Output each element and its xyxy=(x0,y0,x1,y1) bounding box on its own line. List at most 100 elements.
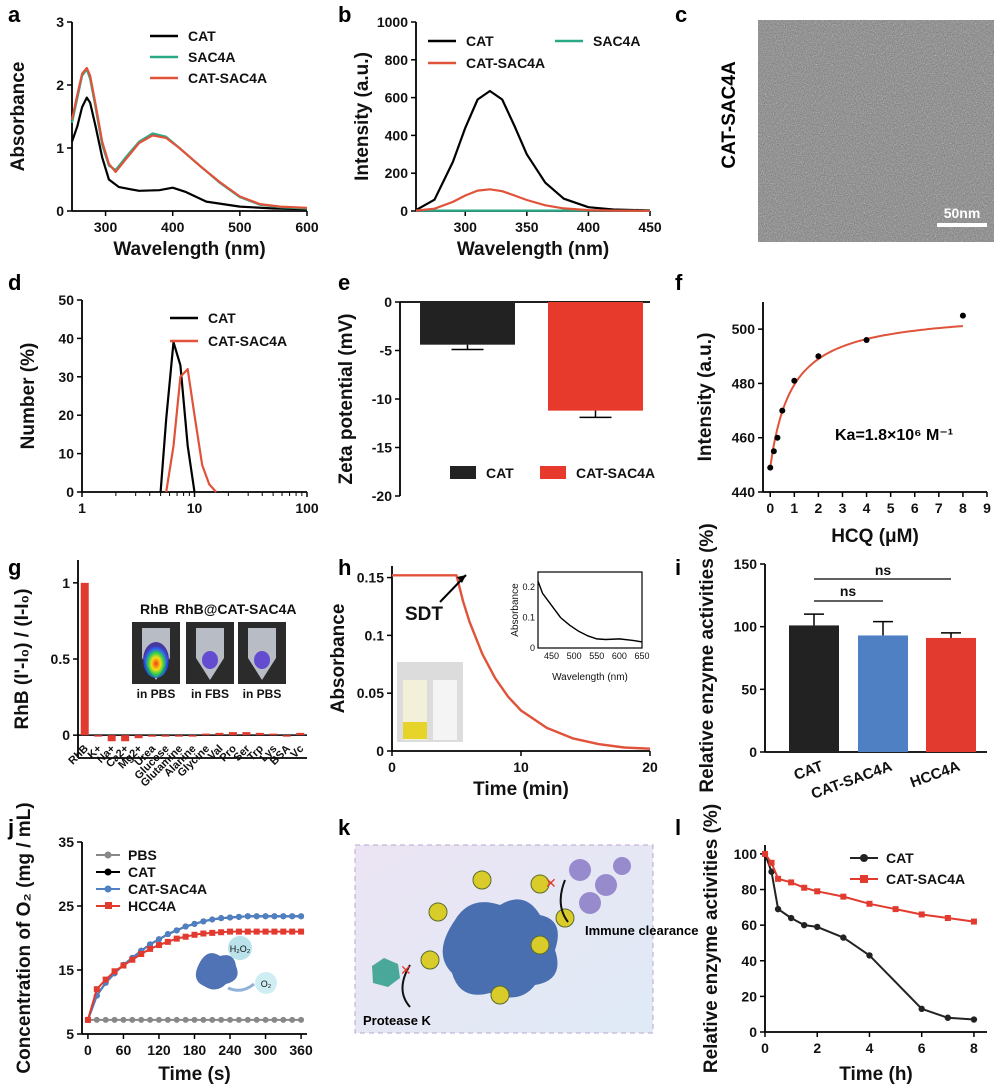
y-tick-label: 1 xyxy=(56,140,64,156)
y-tick-label: 0 xyxy=(400,203,408,219)
x-tick-label: 360 xyxy=(289,1042,313,1058)
series-line-0 xyxy=(415,89,651,212)
data-point xyxy=(959,312,966,319)
y-tick-label: 0 xyxy=(749,744,757,760)
marker xyxy=(200,930,207,937)
marker xyxy=(235,1016,242,1023)
marker xyxy=(102,976,109,983)
fit-curve xyxy=(769,325,963,468)
chart-a: 0 1 2 3 300 400 500 600 Wavelength (nm) Absorbanc… xyxy=(8,14,319,260)
legend-entry-cat: CAT xyxy=(208,310,236,326)
panel-label-i: i xyxy=(675,555,681,580)
y-tick-label: 0.5 xyxy=(51,651,71,667)
marker xyxy=(147,945,154,952)
x-tick-label: 4 xyxy=(866,1040,874,1056)
y-tick-label: 0.15 xyxy=(357,570,384,586)
enzyme-icon xyxy=(195,953,238,990)
marker xyxy=(280,1016,287,1023)
y-axis-title: Zeta potential (mV) xyxy=(336,313,357,484)
inset-title-rhb-cat: RhB@CAT-SAC4A xyxy=(175,601,297,617)
x-tick-label: 6 xyxy=(918,1040,926,1056)
legend-entry-cat: CAT xyxy=(466,33,494,49)
marker xyxy=(235,928,242,935)
legend-entry-1: CAT xyxy=(128,864,156,880)
marker xyxy=(93,986,100,993)
chart-j: 5 15 25 35 0 60 120 180 240 300 360 Time (s) Concent… xyxy=(14,802,313,1085)
marker xyxy=(944,915,951,922)
x-tick-label: 1 xyxy=(78,500,86,516)
x-tick-label: 400 xyxy=(577,219,601,235)
marker xyxy=(182,923,189,930)
tem-image: 50nm xyxy=(758,20,994,242)
bar-15 xyxy=(282,735,291,737)
bar-7 xyxy=(175,735,184,737)
marker xyxy=(289,1016,296,1023)
tem-texture xyxy=(758,20,994,242)
marker xyxy=(918,911,925,918)
x-tick-label: 600 xyxy=(295,219,319,235)
x-tick-label: 1 xyxy=(790,500,798,516)
marker xyxy=(244,913,251,920)
x-tick-label: 3 xyxy=(839,500,847,516)
legend-entry-0: PBS xyxy=(128,847,157,863)
marker xyxy=(271,1016,278,1023)
marker xyxy=(768,868,775,875)
legend-entry-sac4a: SAC4A xyxy=(593,33,640,49)
marker xyxy=(801,884,808,891)
marker xyxy=(93,1016,100,1023)
immune-cells xyxy=(569,857,631,914)
marker xyxy=(173,935,180,942)
marker xyxy=(129,1016,136,1023)
absorbance-curve xyxy=(392,574,651,750)
x-tick-label: 240 xyxy=(218,1042,242,1058)
marker xyxy=(262,928,269,935)
x-tick-label: 0 xyxy=(84,1042,92,1058)
y-axis-title: Intensity (a.u.) xyxy=(695,333,716,462)
y-tick-label: 3 xyxy=(56,14,64,30)
x-tick-label: 300 xyxy=(454,219,478,235)
marker xyxy=(814,888,821,895)
marker xyxy=(970,918,977,925)
x-tick-label: 8 xyxy=(970,1040,978,1056)
y-axis-title: Number (%) xyxy=(18,343,39,450)
bar-8 xyxy=(188,735,197,737)
bar-0 xyxy=(420,302,515,345)
series-line-0 xyxy=(70,96,308,211)
y-tick-label: 480 xyxy=(732,375,756,391)
category-label: HCC4A xyxy=(908,758,963,792)
category-label: CAT xyxy=(792,758,826,784)
y-axis-title: Absorbance xyxy=(328,604,349,714)
y-axis-title: Relative enzyme activities (%) xyxy=(701,804,722,1073)
sig-label-2: ns xyxy=(875,562,892,578)
marker xyxy=(84,1016,91,1023)
tem-side-label: CAT-SAC4A xyxy=(719,61,740,169)
marker xyxy=(147,1016,154,1023)
bar-5 xyxy=(148,735,157,737)
y-tick-label: 150 xyxy=(734,556,758,572)
legend-marker xyxy=(104,885,112,893)
y-axis-title: Relative enzyme activities (%) xyxy=(697,523,718,792)
x-tick-label: 100 xyxy=(295,500,319,516)
legend-entry-1: CAT-SAC4A xyxy=(886,871,965,887)
x-axis-title: HCQ (μM) xyxy=(831,526,919,547)
marker xyxy=(182,1016,189,1023)
chart-l: 0 20 40 60 80 100 0 2 4 6 8 Time (h) Relative enzyme… xyxy=(701,804,987,1085)
legend-entry-2: CAT-SAC4A xyxy=(128,881,207,897)
immune-arrow xyxy=(559,879,569,923)
inset-x-tick: 500 xyxy=(567,651,582,661)
y-tick-label: 20 xyxy=(58,407,74,423)
marker xyxy=(271,913,278,920)
marker xyxy=(253,1016,260,1023)
marker xyxy=(244,1016,251,1023)
marker xyxy=(271,928,278,935)
scale-bar-label: 50nm xyxy=(944,205,981,221)
panel-label-e: e xyxy=(338,270,350,295)
y-tick-label: 0.05 xyxy=(357,685,384,701)
x-tick-label: 4 xyxy=(863,500,871,516)
marker xyxy=(218,915,225,922)
panel-label-l: l xyxy=(675,815,681,840)
inset-frame xyxy=(537,571,643,649)
bar-9 xyxy=(201,733,210,736)
legend-entry-0: CAT xyxy=(886,850,914,866)
legend-marker xyxy=(104,868,112,876)
